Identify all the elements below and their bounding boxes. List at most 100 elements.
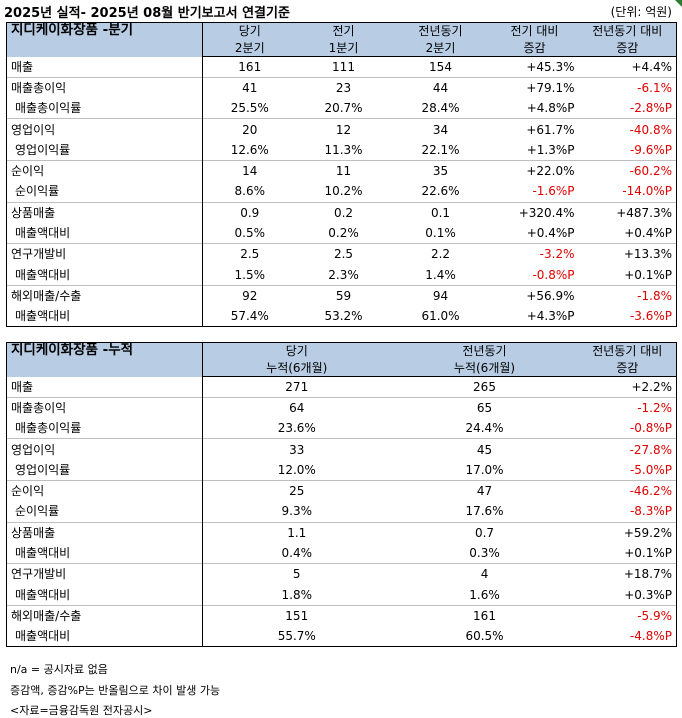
value-prior-year: 1.4% bbox=[425, 267, 456, 282]
col-subheader-prior: 1분기 bbox=[296, 39, 391, 57]
value-prior-year: 60.5% bbox=[390, 626, 579, 648]
value-yoy-change: -1.2% bbox=[578, 396, 678, 419]
row-label: 매출 bbox=[6, 376, 203, 398]
value-prior-year: 65 bbox=[390, 396, 579, 419]
row-label: 매출총이익 bbox=[6, 76, 203, 99]
table-row: 상품매출 0.9 0.2 0.1 +320.4% +487.3% bbox=[6, 201, 677, 223]
row-label: 매출총이익 bbox=[6, 396, 203, 419]
col-header-current: 당기 bbox=[202, 342, 391, 360]
col-subheader-current: 2분기 bbox=[202, 39, 297, 57]
table-row: 매출 271 265 +2.2% bbox=[6, 376, 678, 398]
report-title: 2025년 실적- 2025년 08월 반기보고서 연결기준 bbox=[4, 6, 290, 21]
table-row: 순이익 14 11 35 +22.0% -60.2% bbox=[6, 159, 677, 182]
value-qoq-change: +61.7% bbox=[490, 118, 579, 140]
value-prior-year: 161 bbox=[390, 604, 579, 627]
table-row: 해외매출/수출 151 161 -5.9% bbox=[6, 604, 678, 627]
table-subrow: 매출액대비 1.5% 2.3% 1.4% -0.8%P +0.1%P bbox=[6, 264, 677, 286]
value-current: 0.9 bbox=[202, 201, 297, 223]
value-current: 14 bbox=[202, 159, 297, 182]
value-current: 1.8% bbox=[281, 587, 313, 602]
row-label: 순이익 bbox=[6, 479, 203, 502]
value-yoy-change: +4.4% bbox=[578, 56, 677, 78]
table-subrow: 매출액대비 57.4% 53.2% 61.0% +4.3%P -3.6%P bbox=[6, 306, 677, 328]
value-prior: 59 bbox=[296, 284, 391, 307]
table-subrow: 매출총이익률 25.5% 20.7% 28.4% +4.8%P -2.8%P bbox=[6, 98, 677, 119]
table-row: 순이익 25 47 -46.2% bbox=[6, 479, 678, 502]
value-current: 33 bbox=[202, 438, 391, 460]
col-header-prior-year: 전년동기 bbox=[390, 22, 491, 40]
table-row: 영업이익 33 45 -27.8% bbox=[6, 438, 678, 460]
value-prior: 0.2% bbox=[328, 226, 359, 241]
value-prior: 0.2 bbox=[296, 201, 391, 223]
value-prior: 20.7% bbox=[324, 101, 363, 116]
value-current: 271 bbox=[285, 379, 309, 394]
value-prior: 53.2% bbox=[296, 306, 391, 328]
cell-corner-marker bbox=[675, 0, 682, 7]
table-row: 상품매출 1.1 0.7 +59.2% bbox=[6, 521, 678, 543]
note-rounding: 증감액, 증감%P는 반올림으로 차이 발생 가능 bbox=[10, 684, 221, 697]
value-qoq-change: +45.3% bbox=[526, 59, 575, 74]
value-prior-year: 61.0% bbox=[390, 306, 491, 328]
value-current: 25.5% bbox=[230, 101, 269, 116]
value-current: 151 bbox=[202, 604, 391, 627]
row-sublabel: 매출액대비 bbox=[6, 306, 203, 328]
value-yoy-change: -60.2% bbox=[578, 159, 677, 182]
col-subheader-yoy: 증감 bbox=[578, 39, 677, 57]
value-prior: 10.2% bbox=[324, 184, 363, 199]
value-prior-year: 0.3% bbox=[469, 546, 500, 561]
value-prior-year: 28.4% bbox=[421, 101, 460, 116]
cumulative-header-row-1: 지디케이화장품 -누적 당기 전년동기 전년동기 대비 bbox=[6, 342, 678, 377]
table-row: 연구개발비 2.5 2.5 2.2 -3.2% +13.3% bbox=[6, 243, 677, 265]
value-yoy-change: -8.3%P bbox=[578, 501, 678, 523]
cumulative-table-title: 지디케이화장품 -누적 bbox=[6, 342, 203, 377]
value-current: 5 bbox=[202, 563, 391, 585]
col-subheader-prior-year: 누적(6개월) bbox=[390, 359, 579, 377]
value-yoy-change: -9.6%P bbox=[578, 139, 677, 161]
value-prior-year: 4 bbox=[390, 563, 579, 585]
row-label: 해외매출/수출 bbox=[6, 604, 203, 627]
table-subrow: 영업이익률 12.0% 17.0% -5.0%P bbox=[6, 459, 678, 481]
row-sublabel: 매출액대비 bbox=[6, 222, 203, 244]
value-yoy-change: +487.3% bbox=[578, 201, 677, 223]
value-current: 20 bbox=[202, 118, 297, 140]
value-yoy-change: -46.2% bbox=[578, 479, 678, 502]
table-row: 영업이익 20 12 34 +61.7% -40.8% bbox=[6, 118, 677, 140]
row-sublabel: 매출액대비 bbox=[6, 542, 203, 564]
value-yoy-change: -3.6%P bbox=[578, 306, 677, 328]
value-prior-year: 35 bbox=[390, 159, 491, 182]
value-prior-year: 0.1% bbox=[425, 226, 456, 241]
col-subheader-prior-year: 2분기 bbox=[390, 39, 491, 57]
value-prior: 12 bbox=[296, 118, 391, 140]
col-subheader-yoy: 증감 bbox=[578, 359, 678, 377]
value-prior-year: 24.4% bbox=[465, 421, 504, 436]
value-prior-year: 22.1% bbox=[421, 142, 460, 157]
value-prior-year: 17.0% bbox=[465, 462, 504, 477]
row-label: 영업이익 bbox=[6, 438, 203, 460]
col-header-yoy: 전년동기 대비 bbox=[578, 22, 677, 40]
value-prior-year: 22.6% bbox=[421, 184, 460, 199]
value-yoy-change: +0.4%P bbox=[578, 222, 677, 244]
note-na: n/a = 공시자료 없음 bbox=[10, 663, 108, 676]
value-prior-year: 1.6% bbox=[469, 587, 500, 602]
row-label: 영업이익 bbox=[6, 118, 203, 140]
row-sublabel: 영업이익률 bbox=[6, 459, 203, 481]
value-prior-year: 0.7 bbox=[390, 521, 579, 543]
value-qoq-change: +4.3%P bbox=[490, 306, 579, 328]
table-subrow: 순이익률 9.3% 17.6% -8.3%P bbox=[6, 501, 678, 523]
value-yoy-change: -0.8%P bbox=[578, 418, 678, 439]
table-row: 매출총이익 41 23 44 +79.1% -6.1% bbox=[6, 76, 677, 99]
row-sublabel: 순이익률 bbox=[6, 181, 203, 203]
value-current: 1.1 bbox=[202, 521, 391, 543]
value-yoy-change: +2.2% bbox=[578, 376, 678, 398]
col-header-current: 당기 bbox=[202, 22, 297, 40]
value-yoy-change: -5.0%P bbox=[578, 459, 678, 481]
quarterly-table-title: 지디케이화장품 -분기 bbox=[6, 22, 203, 57]
value-prior: 11 bbox=[296, 159, 391, 182]
col-subheader-current: 누적(6개월) bbox=[202, 359, 391, 377]
value-prior-year: 94 bbox=[390, 284, 491, 307]
row-label: 연구개발비 bbox=[6, 243, 203, 265]
value-yoy-change: +0.3%P bbox=[578, 584, 678, 606]
value-yoy-change: -27.8% bbox=[578, 438, 678, 460]
table-subrow: 매출액대비 0.4% 0.3% +0.1%P bbox=[6, 542, 678, 564]
note-source: <자료=금융감독원 전자공시> bbox=[10, 704, 153, 717]
